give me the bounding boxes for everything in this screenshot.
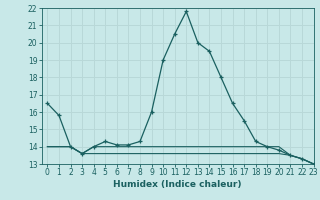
X-axis label: Humidex (Indice chaleur): Humidex (Indice chaleur): [113, 180, 242, 189]
